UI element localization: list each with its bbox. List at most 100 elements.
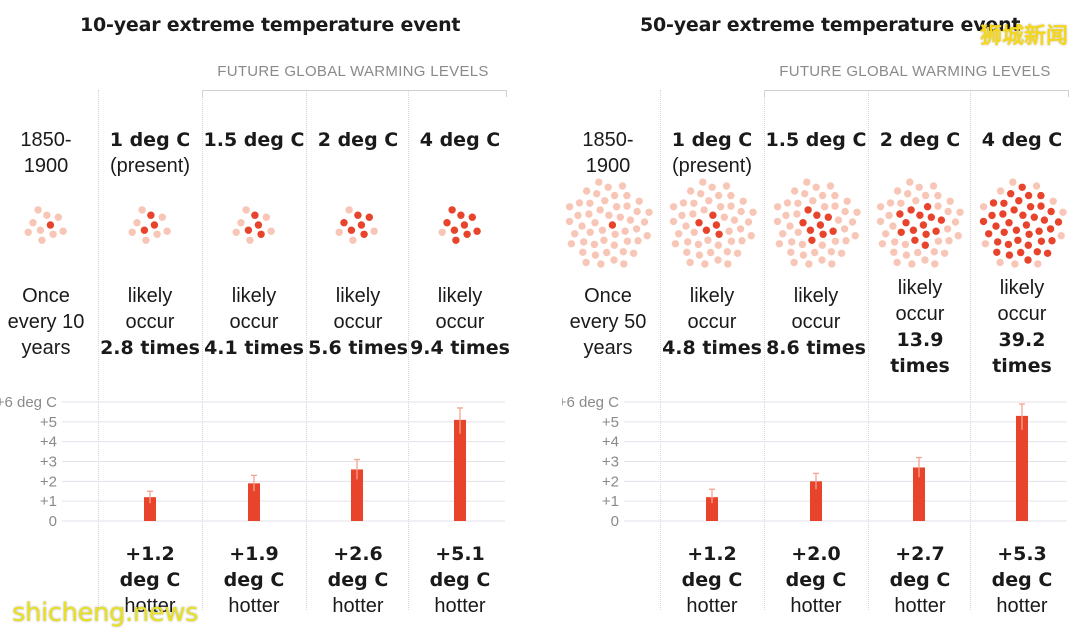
base-dot xyxy=(345,206,353,214)
base-dot xyxy=(794,228,802,236)
column-divider xyxy=(202,90,203,610)
base-dot xyxy=(370,227,378,235)
column-head-2c: 2 deg C xyxy=(879,129,961,151)
base-dot xyxy=(267,227,275,235)
temperature-chart-10-year: 0 +1 +2 +3 +4 +5 +6 deg C xyxy=(0,206,505,530)
event-dot xyxy=(999,210,1007,218)
base-dot xyxy=(831,191,839,200)
frequency-text-2c: likely occur 5.6 times xyxy=(308,285,408,359)
watermark-logo-top: 狮城新闻 xyxy=(979,24,1068,49)
column-head-1-5c: 1.5 deg C xyxy=(203,129,305,151)
base-dot xyxy=(722,182,731,190)
base-dot xyxy=(945,237,953,245)
base-dot xyxy=(699,178,707,186)
base-dot xyxy=(837,249,846,257)
y-tick-label: +1 xyxy=(40,493,57,510)
base-dot xyxy=(707,248,715,257)
base-dot xyxy=(904,190,912,198)
base-dot xyxy=(597,260,605,268)
base-dot xyxy=(773,203,782,211)
base-dot xyxy=(596,206,604,214)
column-divider xyxy=(306,90,307,610)
base-dot xyxy=(133,219,141,227)
base-dot xyxy=(912,197,920,205)
event-dot xyxy=(715,230,723,238)
y-tick-label: +3 xyxy=(602,454,619,471)
base-dot xyxy=(921,256,929,264)
base-dot xyxy=(914,248,922,257)
future-levels-label: FUTURE GLOBAL WARMING LEVELS xyxy=(217,63,489,80)
event-dot xyxy=(923,203,932,211)
base-dot xyxy=(818,256,826,264)
temperature-chart-50-year: 0 +1 +2 +3 +4 +5 +6 deg C xyxy=(562,178,1067,530)
base-dot xyxy=(727,191,735,200)
column-divider xyxy=(868,90,869,610)
column-head-1c: 1 deg C (present) xyxy=(109,129,191,177)
base-dot xyxy=(682,222,690,230)
base-dot xyxy=(591,219,599,227)
y-tick-label: +6 deg C xyxy=(0,394,57,411)
event-dot xyxy=(463,230,471,238)
base-dot xyxy=(580,238,588,246)
base-dot xyxy=(36,226,45,234)
event-dot xyxy=(1033,248,1041,256)
base-dot xyxy=(979,203,988,211)
event-dot xyxy=(1024,191,1033,200)
base-dot xyxy=(49,230,57,238)
base-dot xyxy=(805,260,813,268)
event-dot xyxy=(806,226,815,234)
base-dot xyxy=(54,213,62,221)
y-tick-label: 0 xyxy=(611,513,619,530)
base-dot xyxy=(786,222,794,230)
y-tick-label: +4 xyxy=(40,434,57,451)
base-dot xyxy=(335,228,343,236)
base-dot xyxy=(929,182,938,190)
column-head-1-5c: 1.5 deg C xyxy=(765,129,867,151)
base-dot xyxy=(794,199,802,207)
event-dot xyxy=(1037,191,1045,200)
event-dot xyxy=(994,238,1002,246)
base-dot xyxy=(812,183,820,191)
frequency-text-4c: likely occur 39.2 times xyxy=(992,277,1052,377)
base-dot xyxy=(262,213,270,221)
event-dot xyxy=(1048,237,1056,245)
event-dot xyxy=(1010,206,1018,214)
base-dot xyxy=(595,178,603,186)
base-dot xyxy=(610,241,618,249)
event-dot xyxy=(1005,219,1013,227)
base-dot xyxy=(1011,260,1019,268)
base-dot xyxy=(790,187,799,195)
event-dot xyxy=(909,226,918,234)
base-dot xyxy=(618,182,627,190)
base-dot xyxy=(128,228,136,236)
base-dot xyxy=(831,237,840,245)
base-dot xyxy=(616,213,624,221)
base-dot xyxy=(705,197,713,205)
event-dot xyxy=(816,221,825,229)
y-tick-label: +5 xyxy=(40,414,57,431)
event-dot xyxy=(1037,237,1046,245)
base-dot xyxy=(878,240,887,248)
panel-50-year: 50-year extreme temperature event FUTURE… xyxy=(562,0,1080,636)
base-dot xyxy=(720,213,728,221)
base-dot xyxy=(931,260,939,268)
base-dot xyxy=(793,210,801,218)
base-dot xyxy=(809,197,817,205)
base-dot xyxy=(891,238,899,246)
base-dot xyxy=(575,199,584,207)
event-dot xyxy=(473,227,481,235)
base-dot xyxy=(801,190,809,198)
column-head-2c: 2 deg C xyxy=(317,129,399,151)
base-dot xyxy=(842,237,850,245)
base-dot xyxy=(739,197,747,205)
base-dot xyxy=(605,211,613,219)
base-dot xyxy=(827,248,835,256)
base-dot xyxy=(790,258,798,267)
event-dot xyxy=(979,217,988,226)
base-dot xyxy=(679,199,688,207)
base-dot xyxy=(690,199,698,207)
event-dot xyxy=(1004,240,1013,249)
base-dot xyxy=(901,240,910,249)
base-dot xyxy=(619,248,627,256)
base-dot xyxy=(24,228,32,236)
